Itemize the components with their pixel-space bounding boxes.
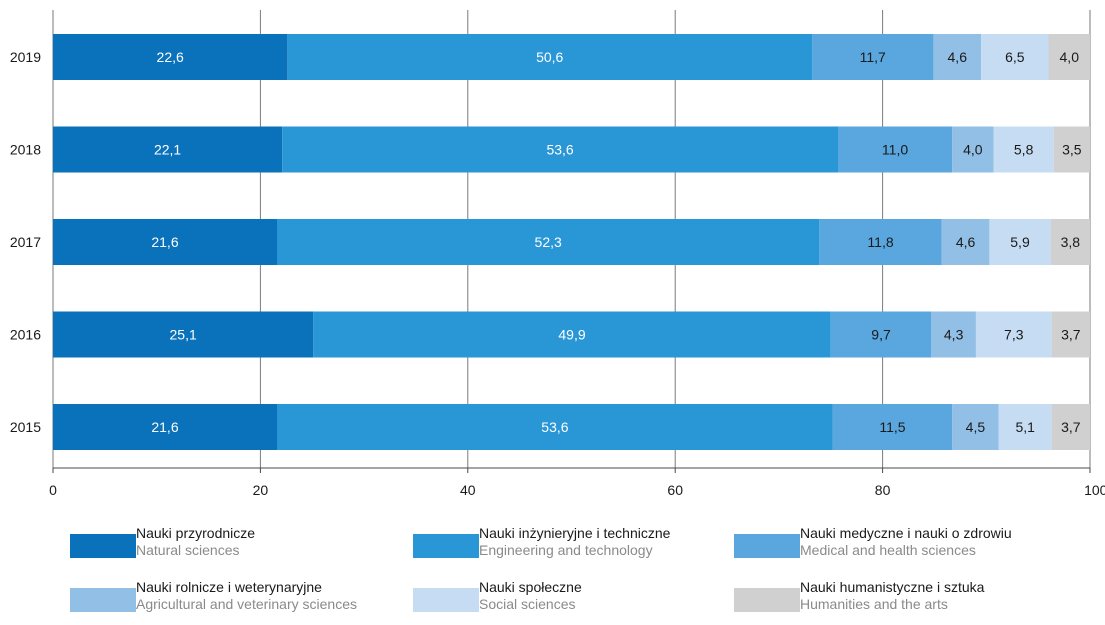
bar-segment <box>53 126 283 173</box>
data-label: 53,6 <box>546 142 573 158</box>
data-label: 4,0 <box>963 142 983 158</box>
data-label: 4,6 <box>948 49 968 65</box>
legend-label: Nauki społeczne <box>479 579 582 595</box>
legend-item-humanities-arts: Nauki humanistyczne i sztuka Humanities … <box>734 579 1064 623</box>
bar-segment <box>998 404 1052 450</box>
stacked-bar-chart: 2019 22,6 50,6 11,7 4,6 6,5 4,0 2018 22,1 53,6 11,… <box>10 10 1105 498</box>
data-label: 49,9 <box>558 327 585 343</box>
legend-swatch <box>413 588 479 612</box>
bar-segment <box>952 126 994 173</box>
data-label: 21,6 <box>151 234 178 250</box>
x-tick-label: 80 <box>875 482 891 498</box>
data-label: 11,8 <box>867 234 893 250</box>
legend-label: Nauki inżynieryjne i techniczne <box>479 525 671 541</box>
bar-segment <box>313 311 831 358</box>
data-label: 6,5 <box>1005 49 1025 65</box>
data-label: 4,3 <box>944 327 964 343</box>
legend-item-engineering-technology: Nauki inżynieryjne i techniczne Engineer… <box>413 525 743 569</box>
legend-label-en: Humanities and the arts <box>800 596 948 612</box>
legend-item-agricultural-veterinary: Nauki rolnicze i weterynaryjne Agricultu… <box>70 579 400 623</box>
bar-segment <box>812 34 934 80</box>
x-tick-label: 40 <box>460 482 476 498</box>
legend-swatch <box>70 534 136 558</box>
bar-segment <box>931 311 976 358</box>
bar-segment <box>282 126 839 173</box>
legend-label: Nauki rolnicze i weterynaryjne <box>136 579 322 595</box>
legend-item-natural-sciences: Nauki przyrodnicze Natural sciences <box>70 525 400 569</box>
x-tick-label: 60 <box>667 482 683 498</box>
x-tick-label: 20 <box>253 482 269 498</box>
data-label: 3,7 <box>1061 419 1081 435</box>
x-tick-label: 100% <box>1084 482 1105 498</box>
bar-segment <box>838 126 953 173</box>
data-label: 25,1 <box>170 327 197 343</box>
legend-label-en: Natural sciences <box>136 542 240 558</box>
bar-segment <box>53 219 277 265</box>
data-label: 9,7 <box>871 327 891 343</box>
data-label: 5,1 <box>1015 419 1035 435</box>
legend-label: Nauki medyczne i nauki o zdrowiu <box>800 525 1012 541</box>
data-label: 21,6 <box>151 419 178 435</box>
bar-segment <box>1053 126 1090 173</box>
legend-swatch <box>734 588 800 612</box>
bar-segment <box>1051 311 1090 358</box>
y-tick-label: 2016 <box>10 327 41 343</box>
y-tick-label: 2019 <box>10 49 41 65</box>
data-label: 53,6 <box>541 419 568 435</box>
data-label: 22,6 <box>157 49 184 65</box>
data-label: 3,8 <box>1061 234 1081 250</box>
data-label: 50,6 <box>536 49 563 65</box>
legend: Nauki przyrodnicze Natural sciences Nauk… <box>70 525 1090 625</box>
data-label: 22,1 <box>154 142 181 158</box>
legend-label: Nauki humanistyczne i sztuka <box>800 579 985 595</box>
legend-label-en: Agricultural and veterinary sciences <box>136 596 357 612</box>
bar-segment <box>53 404 277 450</box>
bar-segment <box>981 34 1049 80</box>
data-label: 4,6 <box>956 234 976 250</box>
bar-segment <box>975 311 1052 358</box>
bar-segment <box>53 311 314 358</box>
y-tick-label: 2015 <box>10 419 41 435</box>
legend-swatch <box>734 534 800 558</box>
legend-label-en: Engineering and technology <box>479 542 653 558</box>
bar-segment <box>830 311 932 358</box>
legend-swatch <box>413 534 479 558</box>
bar-segment <box>989 219 1051 265</box>
legend-label: Nauki przyrodnicze <box>136 525 256 541</box>
bar-segment <box>941 219 990 265</box>
bar-segment <box>287 34 813 80</box>
bar-segment <box>276 219 820 265</box>
bar-segment <box>276 404 833 450</box>
data-label: 52,3 <box>535 234 562 250</box>
data-label: 11,7 <box>860 49 886 65</box>
data-label: 7,3 <box>1004 327 1024 343</box>
legend-item-medical-health: Nauki medyczne i nauki o zdrowiu Medical… <box>734 525 1064 569</box>
data-label: 4,5 <box>966 419 986 435</box>
bar-segment <box>1048 34 1090 80</box>
bar-segment <box>1050 219 1090 265</box>
legend-swatch <box>70 588 136 612</box>
data-label: 5,8 <box>1014 142 1034 158</box>
data-label: 5,9 <box>1010 234 1030 250</box>
bar-segment <box>832 404 953 450</box>
data-label: 11,5 <box>879 419 905 435</box>
x-tick-label: 0 <box>49 482 57 498</box>
legend-item-social-sciences: Nauki społeczne Social sciences <box>413 579 743 623</box>
bar-segment <box>819 219 942 265</box>
bar-segment <box>933 34 982 80</box>
y-tick-label: 2017 <box>10 234 41 250</box>
y-tick-label: 2018 <box>10 142 41 158</box>
data-label: 4,0 <box>1060 49 1080 65</box>
bar-segment <box>952 404 999 450</box>
data-label: 3,7 <box>1061 327 1081 343</box>
bar-segment <box>993 126 1054 173</box>
bar-segment <box>1051 404 1090 450</box>
legend-label-en: Social sciences <box>479 596 576 612</box>
data-label: 3,5 <box>1062 142 1082 158</box>
legend-label-en: Medical and health sciences <box>800 542 976 558</box>
bar-segment <box>53 34 288 80</box>
data-label: 11,0 <box>882 142 908 158</box>
